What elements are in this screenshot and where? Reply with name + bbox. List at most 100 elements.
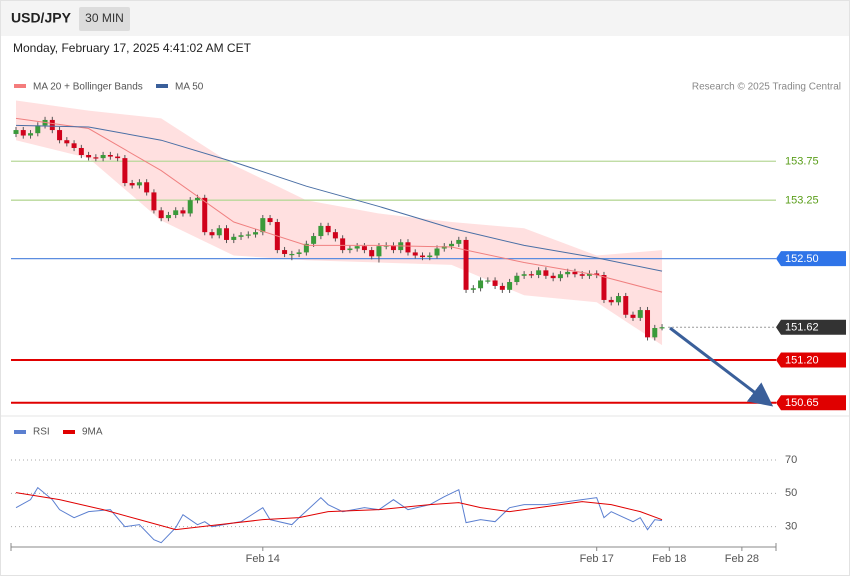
candle-body (615, 296, 621, 303)
candle-body (623, 296, 629, 315)
candle-body (202, 197, 208, 233)
candle-body (521, 274, 527, 276)
candle-body (260, 218, 266, 233)
candle-body (144, 182, 150, 193)
candle-body (594, 273, 600, 276)
candle-body (361, 246, 367, 251)
candle-body (136, 182, 142, 186)
candle-body (13, 130, 19, 134)
candle-body (550, 275, 556, 279)
candle-body (543, 270, 549, 276)
candle-body (151, 192, 157, 211)
candle-body (318, 225, 324, 237)
candle-body (267, 218, 273, 223)
candle-body (565, 271, 571, 275)
level-label: 153.75 (785, 156, 819, 168)
level-label: 152.50 (785, 253, 819, 265)
ma20-line (15, 117, 663, 293)
legend-swatch (156, 84, 168, 88)
level-tag (776, 395, 846, 411)
candle-body (20, 130, 26, 136)
x-tick-label: Feb 28 (725, 553, 759, 565)
candle-body (572, 271, 578, 275)
candle-body (456, 239, 462, 244)
candle-body (253, 232, 259, 235)
candle-body (187, 200, 193, 214)
candle-body (434, 248, 440, 256)
candle-body (86, 155, 92, 158)
candle-body (354, 246, 360, 249)
legend-label: MA 50 (175, 82, 204, 93)
x-tick-label: Feb 17 (580, 553, 614, 565)
level-tag (776, 251, 846, 267)
level-tag (776, 319, 846, 335)
rsi-legend-label: 9MA (82, 427, 103, 438)
candle-body (332, 232, 338, 239)
candle-body (180, 210, 186, 214)
candle-body (325, 225, 331, 233)
candle-body (579, 274, 585, 276)
interval[interactable]: 30 MIN (85, 11, 124, 25)
candle-body (528, 274, 534, 276)
candle-body (303, 243, 309, 253)
interval-button[interactable] (79, 7, 130, 31)
rsi-tick-label: 30 (785, 521, 797, 533)
rsi-legend-swatch (63, 430, 75, 434)
candle-body (536, 270, 542, 276)
level-label: 151.62 (785, 322, 819, 334)
candle-body (129, 183, 135, 186)
candle-body (557, 274, 563, 279)
candle-body (173, 210, 179, 216)
candle-body (427, 255, 433, 258)
candle-body (289, 253, 295, 256)
level-label: 153.25 (785, 195, 819, 207)
candle-body (630, 314, 636, 318)
candle-body (209, 232, 215, 236)
candle-body (652, 328, 658, 338)
candle-body (282, 250, 288, 254)
candle-body (645, 310, 651, 338)
rsi-tick-label: 70 (785, 454, 797, 466)
legend-swatch (14, 84, 26, 88)
candle-body (492, 280, 498, 286)
header (1, 1, 849, 36)
candle-body (485, 280, 491, 282)
candle-body (441, 246, 447, 249)
candle-body (216, 228, 222, 236)
rsi-ma-line (15, 492, 663, 531)
timestamp: Monday, February 17, 2025 4:41:02 AM CET (13, 41, 252, 55)
level-label: 151.20 (785, 354, 819, 366)
candle-body (49, 119, 55, 131)
candle-body (224, 228, 230, 240)
candle-body (586, 273, 592, 276)
candle-body (405, 242, 411, 253)
candle-body (238, 235, 244, 237)
candle-body (507, 282, 513, 290)
candle-body (347, 248, 353, 251)
level-label: 150.65 (785, 397, 819, 409)
candle-body (340, 238, 346, 251)
candle-body (659, 327, 665, 329)
candle-body (107, 155, 113, 157)
level-tag (776, 352, 846, 368)
candle-body (28, 133, 34, 136)
candle-body (245, 234, 251, 236)
rsi-legend-label: RSI (33, 427, 50, 438)
candle-body (296, 252, 302, 254)
x-tick-label: Feb 18 (652, 553, 686, 565)
rsi-legend-swatch (14, 430, 26, 434)
candle-body (158, 210, 164, 219)
candle-body (608, 299, 614, 303)
candle-body (412, 252, 418, 256)
candle-body (78, 147, 84, 156)
candle-body (637, 310, 643, 318)
candle-body (369, 250, 375, 257)
symbol: USD/JPY (11, 10, 72, 26)
credit: Research © 2025 Trading Central (692, 82, 841, 93)
candle-body (449, 243, 455, 247)
candle-body (470, 288, 476, 290)
candle-body (231, 236, 237, 240)
candle-body (463, 239, 469, 290)
candle-body (514, 275, 520, 283)
